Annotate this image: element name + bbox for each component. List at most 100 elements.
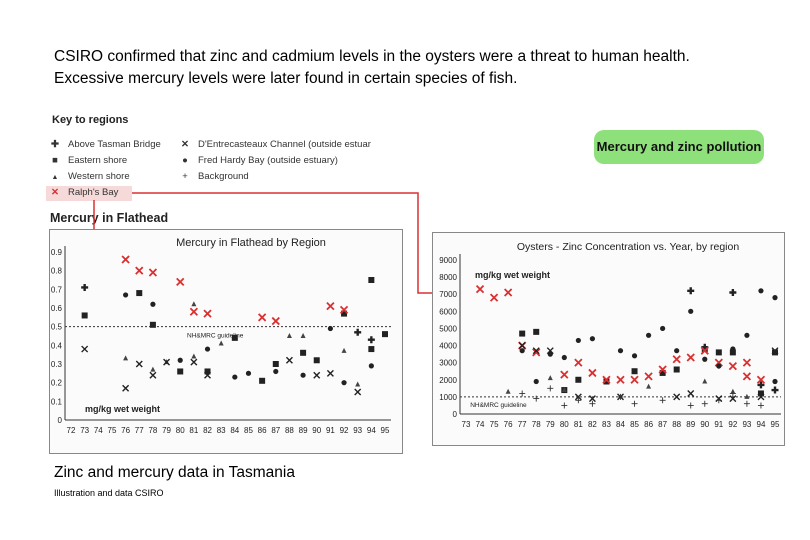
data-point-ralphs-bay bbox=[504, 288, 513, 297]
data-point-western-shore bbox=[341, 347, 347, 353]
x-tick-label: 85 bbox=[630, 420, 639, 429]
data-point-eastern-shore bbox=[300, 349, 307, 356]
x-tick-label: 94 bbox=[367, 426, 376, 435]
y-tick-label: 8000 bbox=[439, 273, 457, 282]
data-point-fred-hardy bbox=[758, 288, 764, 294]
data-point-ralphs-bay bbox=[602, 375, 611, 384]
data-point-fred-hardy bbox=[688, 308, 694, 314]
data-point-dentrecasteaux bbox=[313, 371, 321, 379]
data-point-fred-hardy bbox=[645, 332, 652, 338]
data-point-dentrecasteaux bbox=[149, 371, 157, 379]
x-tick-label: 91 bbox=[326, 426, 335, 435]
data-point-background bbox=[757, 402, 764, 409]
data-point-western-shore bbox=[744, 393, 750, 399]
x-tick-label: 86 bbox=[644, 420, 653, 429]
data-point-dentrecasteaux bbox=[163, 358, 171, 366]
data-point-eastern-shore bbox=[313, 357, 320, 364]
y-tick-label: 0.6 bbox=[51, 304, 63, 313]
data-point-background bbox=[561, 402, 568, 409]
pollution-label: Mercury and zinc pollution bbox=[594, 130, 764, 164]
data-point-above-tasman bbox=[687, 287, 695, 295]
data-point-background bbox=[533, 395, 540, 402]
data-point-western-shore bbox=[702, 378, 708, 384]
data-point-background bbox=[519, 390, 526, 397]
data-point-background bbox=[575, 397, 582, 404]
x-tick-label: 93 bbox=[353, 426, 362, 435]
data-point-fred-hardy bbox=[177, 357, 183, 363]
data-point-ralphs-bay bbox=[560, 370, 569, 379]
data-point-ralphs-bay bbox=[326, 301, 335, 311]
x-tick-label: 80 bbox=[560, 420, 569, 429]
data-point-fred-hardy bbox=[575, 337, 581, 344]
data-point-eastern-shore bbox=[368, 346, 375, 353]
x-tick-label: 73 bbox=[80, 426, 89, 435]
data-point-ralphs-bay bbox=[728, 361, 738, 371]
x-tick-label: 85 bbox=[244, 426, 253, 435]
chart-title: Oysters - Zinc Concentration vs. Year, b… bbox=[517, 241, 740, 253]
data-point-eastern-shore bbox=[575, 376, 582, 383]
cross-red-icon: ✕ bbox=[51, 187, 59, 198]
panel-title: Mercury in Flathead bbox=[50, 211, 169, 225]
x-tick-label: 81 bbox=[574, 420, 583, 429]
data-point-ralphs-bay bbox=[271, 316, 280, 326]
data-point-background bbox=[743, 400, 750, 407]
data-point-eastern-shore bbox=[149, 321, 156, 328]
data-point-ralphs-bay bbox=[644, 372, 653, 381]
x-tick-label: 90 bbox=[312, 426, 321, 435]
ralphs-bay-highlight bbox=[46, 186, 132, 201]
data-point-fred-hardy bbox=[674, 348, 680, 354]
data-point-above-tasman bbox=[729, 289, 737, 297]
data-point-dentrecasteaux bbox=[285, 356, 293, 364]
data-point-eastern-shore bbox=[631, 368, 638, 375]
data-point-eastern-shore bbox=[701, 345, 708, 352]
data-point-fred-hardy bbox=[589, 336, 596, 342]
data-point-ralphs-bay bbox=[616, 375, 625, 384]
guideline-label: NH&MRC guideline bbox=[187, 333, 244, 340]
data-point-above-tasman bbox=[81, 283, 89, 291]
y-tick-label: 0.4 bbox=[51, 341, 63, 350]
x-tick-label: 78 bbox=[532, 420, 541, 429]
data-point-western-shore bbox=[355, 381, 361, 387]
y-tick-label: 6000 bbox=[439, 307, 457, 316]
x-tick-label: 91 bbox=[714, 420, 723, 429]
data-point-dentrecasteaux bbox=[771, 347, 779, 355]
data-point-fred-hardy bbox=[245, 370, 252, 376]
data-point-ralphs-bay bbox=[672, 355, 681, 364]
data-point-western-shore bbox=[123, 355, 129, 361]
chart-border bbox=[432, 232, 785, 446]
key-item-western-shore: ▲ Western shore bbox=[48, 170, 130, 184]
y-tick-label: 0.5 bbox=[51, 323, 63, 332]
x-tick-label: 87 bbox=[658, 420, 667, 429]
y-tick-label: 0.3 bbox=[51, 360, 63, 369]
data-point-fred-hardy bbox=[204, 346, 211, 352]
y-tick-label: 4000 bbox=[439, 342, 457, 351]
data-point-ralphs-bay bbox=[257, 313, 267, 322]
small-plus-icon: + bbox=[182, 171, 188, 182]
data-point-western-shore bbox=[646, 383, 652, 389]
data-point-eastern-shore bbox=[673, 366, 680, 373]
x-tick-label: 73 bbox=[462, 420, 471, 429]
data-point-eastern-shore bbox=[368, 277, 375, 283]
data-point-background bbox=[659, 397, 666, 404]
x-tick-label: 78 bbox=[148, 426, 157, 435]
data-point-ralphs-bay bbox=[189, 307, 199, 316]
caption: Zinc and mercury data in Tasmania bbox=[54, 464, 295, 481]
data-point-ralphs-bay bbox=[588, 368, 597, 378]
y-tick-label: 0.9 bbox=[51, 248, 63, 257]
x-tick-label: 77 bbox=[518, 420, 527, 429]
data-point-dentrecasteaux bbox=[326, 369, 334, 377]
x-tick-label: 95 bbox=[381, 426, 390, 435]
data-point-eastern-shore bbox=[533, 328, 540, 335]
x-tick-label: 93 bbox=[742, 420, 751, 429]
data-point-ralphs-bay bbox=[148, 268, 158, 277]
intro-text: CSIRO confirmed that zinc and cadmium le… bbox=[54, 48, 690, 87]
x-tick-label: 89 bbox=[686, 420, 695, 429]
data-point-ralphs-bay bbox=[532, 348, 541, 357]
guideline-label: NH&MRC guideline bbox=[470, 402, 527, 409]
data-point-eastern-shore bbox=[757, 390, 764, 397]
data-point-fred-hardy bbox=[232, 374, 238, 380]
data-point-background bbox=[701, 400, 708, 407]
y-tick-label: 3000 bbox=[439, 359, 457, 368]
x-tick-label: 79 bbox=[546, 420, 555, 429]
key-item-dentrecasteaux: ✕ D'Entrecasteaux Channel (outside estuar bbox=[178, 138, 371, 152]
